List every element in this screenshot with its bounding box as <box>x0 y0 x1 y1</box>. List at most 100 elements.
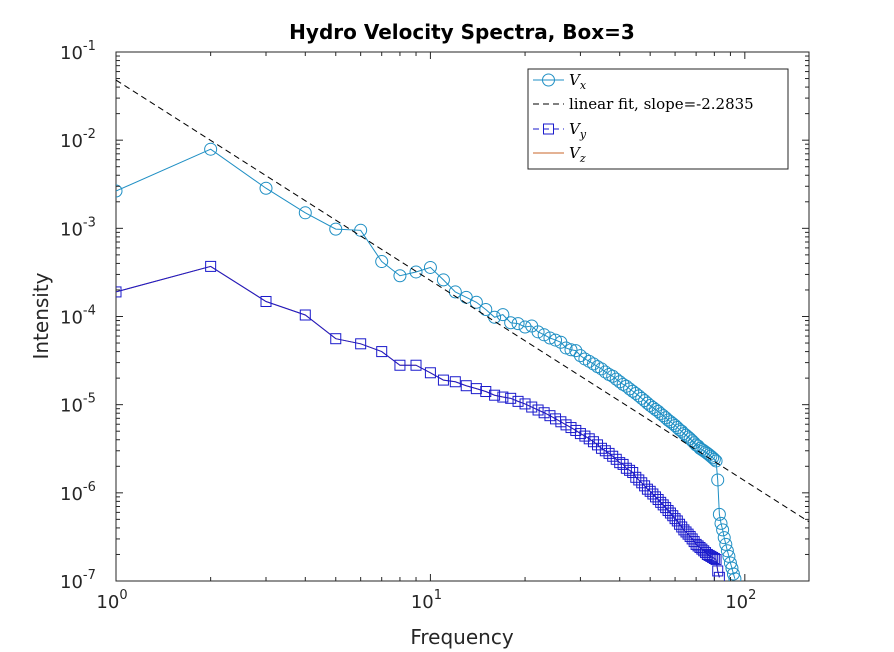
data-point-vx <box>204 142 218 156</box>
data-point-vx <box>613 375 627 389</box>
y-tick-label: 10-5 <box>60 392 96 417</box>
legend-marker <box>542 73 555 87</box>
data-point-vx <box>707 452 721 466</box>
x-tick-label: 100 <box>96 588 127 613</box>
data-point-vy <box>449 376 461 388</box>
data-point-vy <box>579 430 591 442</box>
data-point-vx <box>298 206 312 220</box>
series-layer <box>116 79 809 581</box>
y-tick-label: 10-3 <box>60 215 96 240</box>
x-tick-label: 102 <box>725 588 756 613</box>
data-point-vy <box>410 359 422 371</box>
data-point-vx <box>375 255 389 269</box>
data-point-vy <box>330 333 342 345</box>
data-point-vx <box>409 265 423 279</box>
y-tick-label: 10-4 <box>60 304 96 329</box>
data-point-vx <box>436 273 450 287</box>
data-point-vx <box>709 454 723 468</box>
data-point-vy <box>633 474 645 486</box>
data-point-vy <box>497 391 509 403</box>
data-point-vx <box>712 507 726 521</box>
data-point-vx <box>549 333 563 347</box>
data-point-vy <box>544 410 556 422</box>
data-point-vx <box>598 365 612 379</box>
data-point-vx <box>704 449 718 463</box>
data-point-vy <box>712 565 724 577</box>
data-point-vx <box>116 184 123 198</box>
y-tick-label: 10-2 <box>60 127 96 152</box>
data-point-vx <box>616 377 630 391</box>
data-point-vx <box>448 285 462 299</box>
data-point-vx <box>564 343 578 357</box>
data-point-vx <box>726 567 740 581</box>
data-point-vy <box>603 447 615 459</box>
data-point-vx <box>504 316 518 330</box>
x-axis-label: Frequency <box>410 625 513 649</box>
data-point-vx <box>728 572 742 581</box>
tick-layer <box>115 51 809 582</box>
data-point-vx <box>423 260 437 274</box>
data-point-vx <box>717 531 731 545</box>
data-point-vy <box>116 286 122 298</box>
legend-entry: linear fit, slope=-2.2835 <box>533 95 754 113</box>
data-point-vx <box>711 473 725 487</box>
data-point-vx <box>569 344 583 358</box>
data-point-vy <box>592 439 604 451</box>
series-vy <box>116 260 725 581</box>
legend-label: linear fit, slope=-2.2835 <box>569 95 754 113</box>
legend-label: Vx <box>569 71 587 92</box>
legend-label: Vy <box>569 120 587 141</box>
data-point-vy <box>636 477 648 489</box>
data-point-vx <box>586 357 600 371</box>
data-point-vx <box>716 523 730 537</box>
data-point-vy <box>355 338 367 350</box>
data-point-vy <box>617 458 629 470</box>
data-point-vy <box>607 450 619 462</box>
y-tick-label: 10-1 <box>60 39 96 64</box>
data-point-vx <box>559 341 573 355</box>
data-point-vy <box>205 260 217 272</box>
data-point-vx <box>393 269 407 283</box>
data-point-vx <box>329 222 343 236</box>
data-point-vx <box>543 331 557 345</box>
data-point-vx <box>531 325 545 339</box>
data-point-vy <box>512 395 524 407</box>
data-point-vx <box>511 317 525 331</box>
data-point-vy <box>708 552 720 564</box>
x-tick-label: 101 <box>411 588 442 613</box>
data-point-vy <box>538 407 550 419</box>
y-tick-label: 10-6 <box>60 480 96 505</box>
data-point-vx <box>714 516 728 530</box>
chart-title: Hydro Velocity Spectra, Box=3 <box>289 20 635 44</box>
legend-box <box>527 68 789 170</box>
data-point-vy <box>519 398 531 410</box>
data-point-vx <box>706 451 720 465</box>
data-point-vx <box>259 181 273 195</box>
data-point-vy <box>583 433 595 445</box>
data-point-vy <box>394 359 406 371</box>
legend-entry: Vx <box>533 71 587 92</box>
data-point-vy <box>674 518 686 530</box>
data-point-vy <box>376 346 388 358</box>
data-point-vy <box>532 404 544 416</box>
data-point-vy <box>470 383 482 395</box>
y-axis-label: Intensity <box>29 272 53 359</box>
data-point-vy <box>678 524 690 536</box>
data-point-vx <box>518 320 532 334</box>
data-point-vy <box>424 367 436 379</box>
data-point-vx <box>651 404 665 418</box>
data-point-vy <box>480 386 492 398</box>
data-point-vy <box>614 457 626 469</box>
data-point-vx <box>479 303 493 317</box>
data-point-vx <box>469 295 483 309</box>
data-point-vy <box>707 551 719 563</box>
data-point-vx <box>720 544 734 558</box>
data-point-vx <box>719 537 733 551</box>
data-point-vy <box>587 436 599 448</box>
data-point-vy <box>710 554 722 566</box>
data-point-vy <box>671 515 683 527</box>
data-point-vy <box>437 374 449 386</box>
data-point-vy <box>688 536 700 548</box>
data-point-vy <box>620 462 632 474</box>
